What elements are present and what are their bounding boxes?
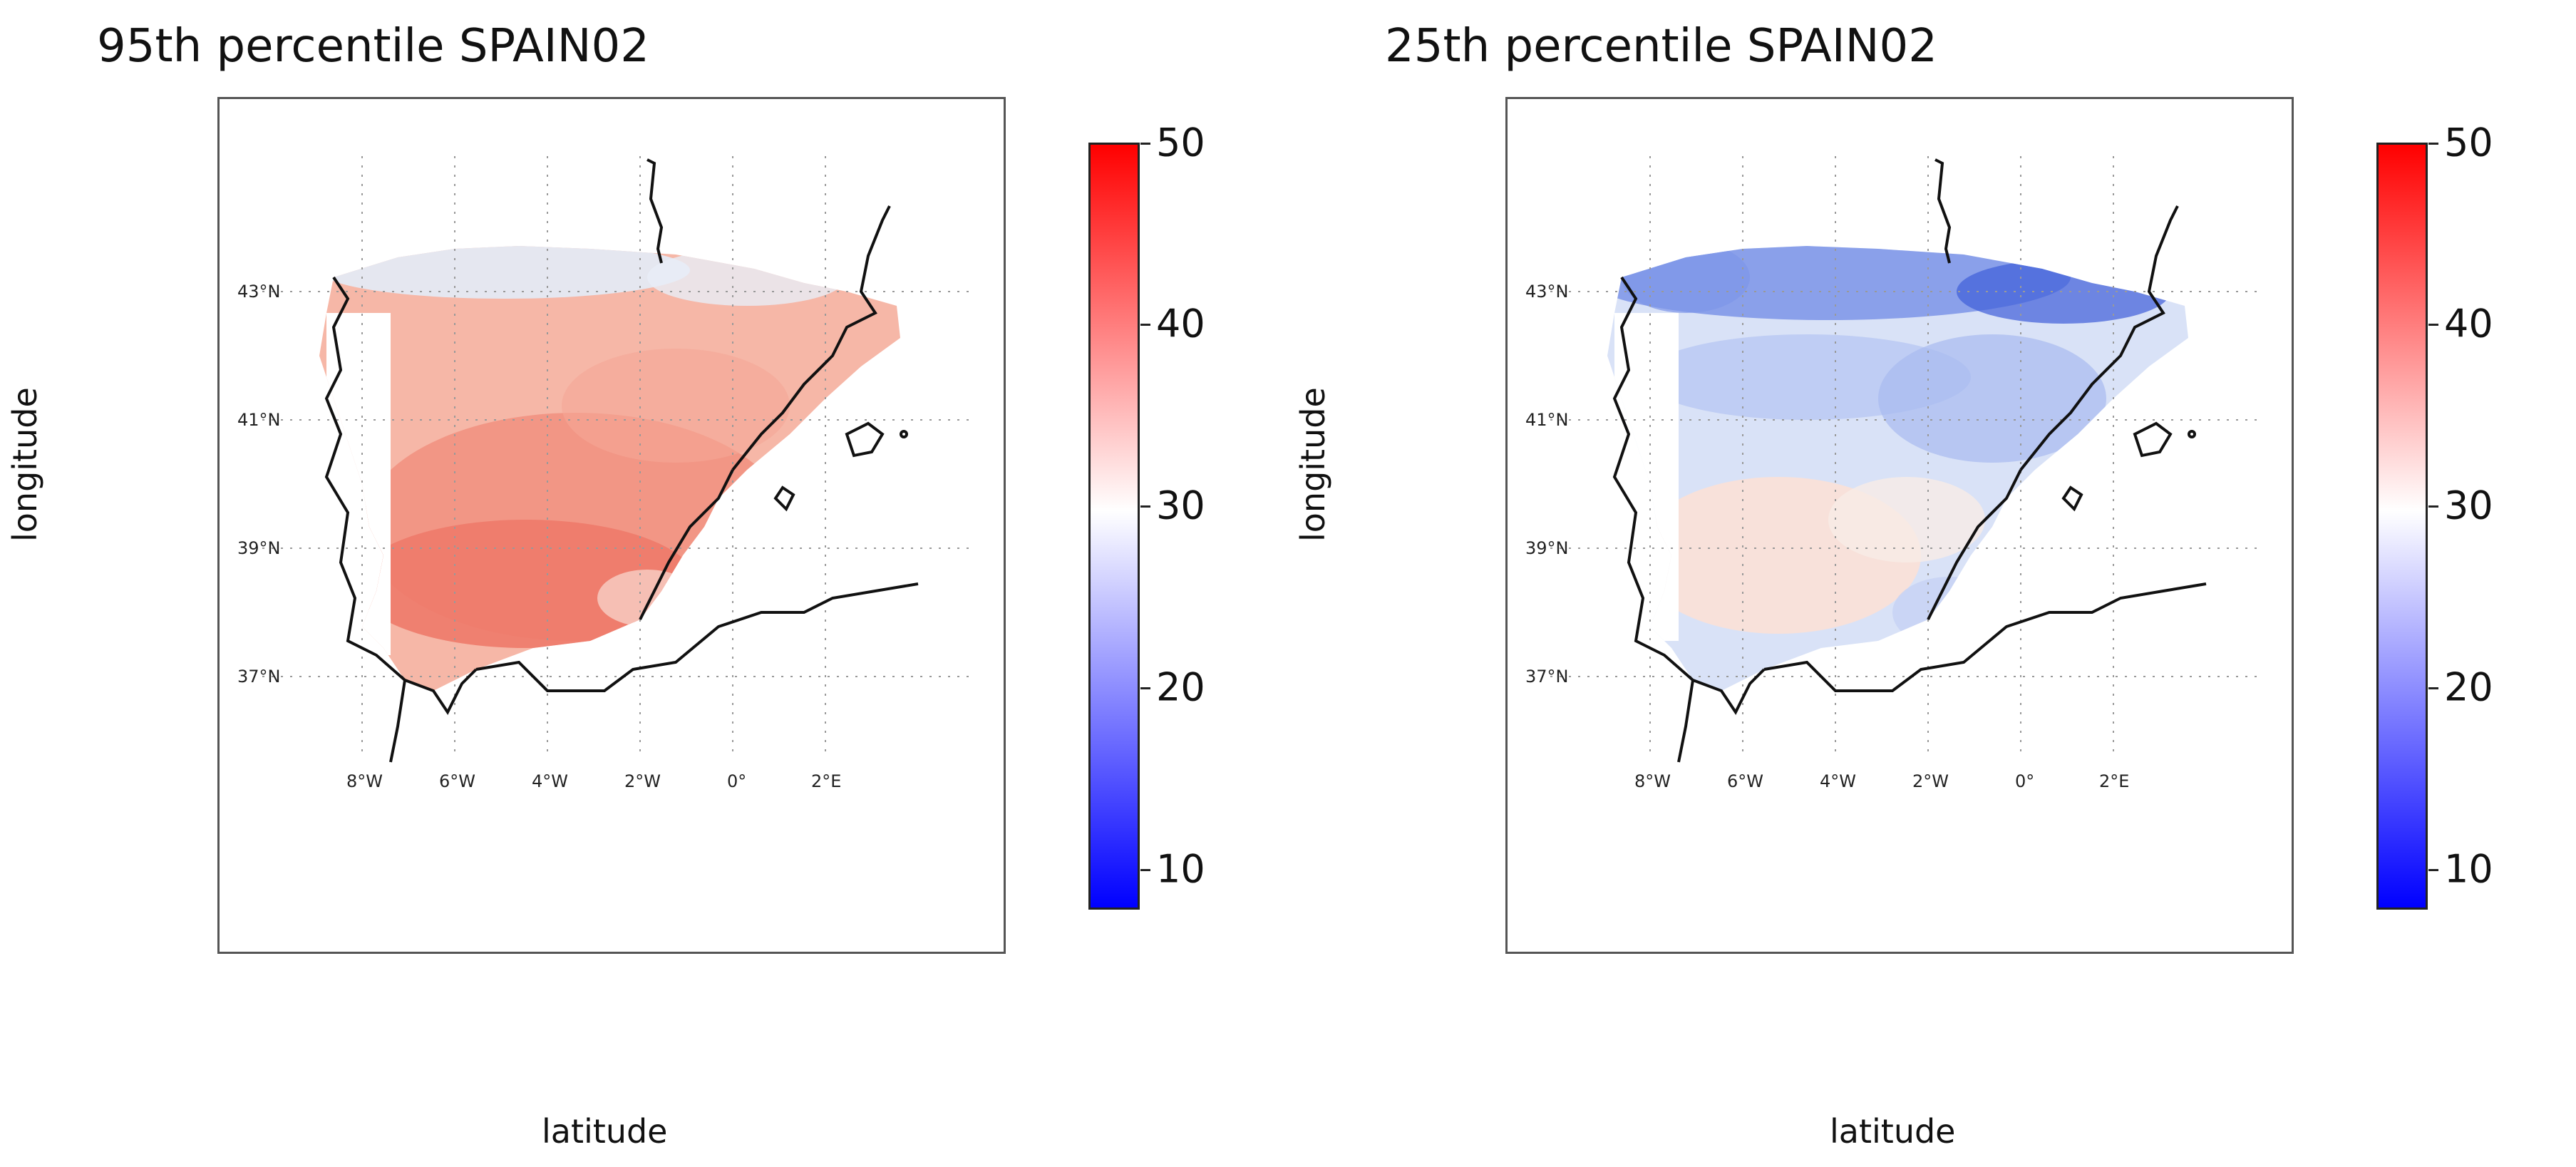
lat-label: 43°N [237,282,281,302]
temperature-field [319,246,900,691]
lon-label: 2°W [624,771,661,791]
colorbar-tick-label: 20 [1156,664,1205,710]
colorbar-tick [1140,505,1150,508]
lon-label: 0° [2015,771,2034,791]
colorbar-tick-label: 30 [2444,483,2493,528]
panel-25th: 25th percentile SPAIN02 longitude latitu… [1288,0,2576,1167]
colorbar-tick [1140,143,1150,145]
y-axis-label: longitude [6,387,44,542]
iberia-map: 43°N 41°N 39°N 37°N 8°W 6°W 4°W 2°W 0° 2… [1525,156,2263,791]
colorbar [1088,143,1140,910]
panel-95th: 95th percentile SPAIN02 longitude latitu… [6,20,1283,1151]
lat-label: 39°N [237,538,281,558]
colorbar-tick-label: 30 [1156,483,1205,528]
lon-label: 6°W [1727,771,1763,791]
coastline [324,158,919,763]
colorbar-tick [2428,505,2438,508]
y-axis-label: longitude [1294,387,1332,542]
lon-label: 8°W [1634,771,1671,791]
x-axis-label: latitude [1830,1112,1956,1151]
colorbar-tick-label: 10 [1156,846,1205,892]
colorbar-tick [2428,869,2438,871]
lat-label: 43°N [1525,282,1569,302]
colorbar [2376,143,2428,910]
lat-label: 37°N [237,667,281,687]
lat-label: 39°N [1525,538,1569,558]
colorbar-ticks: 50 40 30 20 10 [1140,120,1283,905]
colorbar-tick [2428,143,2438,145]
colorbar-tick [2428,324,2438,326]
colorbar-tick-label: 40 [1156,301,1205,346]
coastline [1612,158,2207,763]
x-axis-label: latitude [542,1112,668,1151]
lon-labels: 8°W 6°W 4°W 2°W 0° 2°E [346,771,841,791]
lon-label: 4°W [532,771,568,791]
temperature-field [1607,246,2188,691]
colorbar-tick [1140,869,1150,871]
colorbar-tick [2428,687,2438,689]
lat-labels: 43°N 41°N 39°N 37°N [1525,282,1569,687]
graticule [262,156,975,755]
colorbar-tick-label: 40 [2444,301,2493,346]
lon-label: 2°E [811,771,841,791]
colorbar-tick-label: 50 [2444,120,2493,165]
lon-label: 0° [727,771,746,791]
lon-label: 2°E [2099,771,2129,791]
colorbar-tick-label: 20 [2444,664,2493,710]
lon-label: 6°W [439,771,475,791]
plot-title: 95th percentile SPAIN02 [97,20,649,73]
lat-label: 41°N [1525,410,1569,430]
colorbar-tick [1140,687,1150,689]
colorbar-tick-label: 10 [2444,846,2493,892]
lon-label: 8°W [346,771,383,791]
graticule [1550,156,2263,755]
lat-label: 41°N [237,410,281,430]
lon-label: 4°W [1820,771,1856,791]
plot-title: 25th percentile SPAIN02 [1385,20,1937,73]
iberia-map: 43°N 41°N 39°N 37°N 8°W 6°W 4°W 2°W 0° 2… [237,156,975,791]
colorbar-ticks: 50 40 30 20 10 [2428,120,2571,905]
lon-labels: 8°W 6°W 4°W 2°W 0° 2°E [1634,771,2129,791]
colorbar-tick [1140,324,1150,326]
colorbar-tick-label: 50 [1156,120,1205,165]
lat-labels: 43°N 41°N 39°N 37°N [237,282,281,687]
lat-label: 37°N [1525,667,1569,687]
map-frame: 43°N 41°N 39°N 37°N 8°W 6°W 4°W 2°W 0° 2… [217,97,1006,954]
lon-label: 2°W [1912,771,1949,791]
map-frame: 43°N 41°N 39°N 37°N 8°W 6°W 4°W 2°W 0° 2… [1505,97,2294,954]
